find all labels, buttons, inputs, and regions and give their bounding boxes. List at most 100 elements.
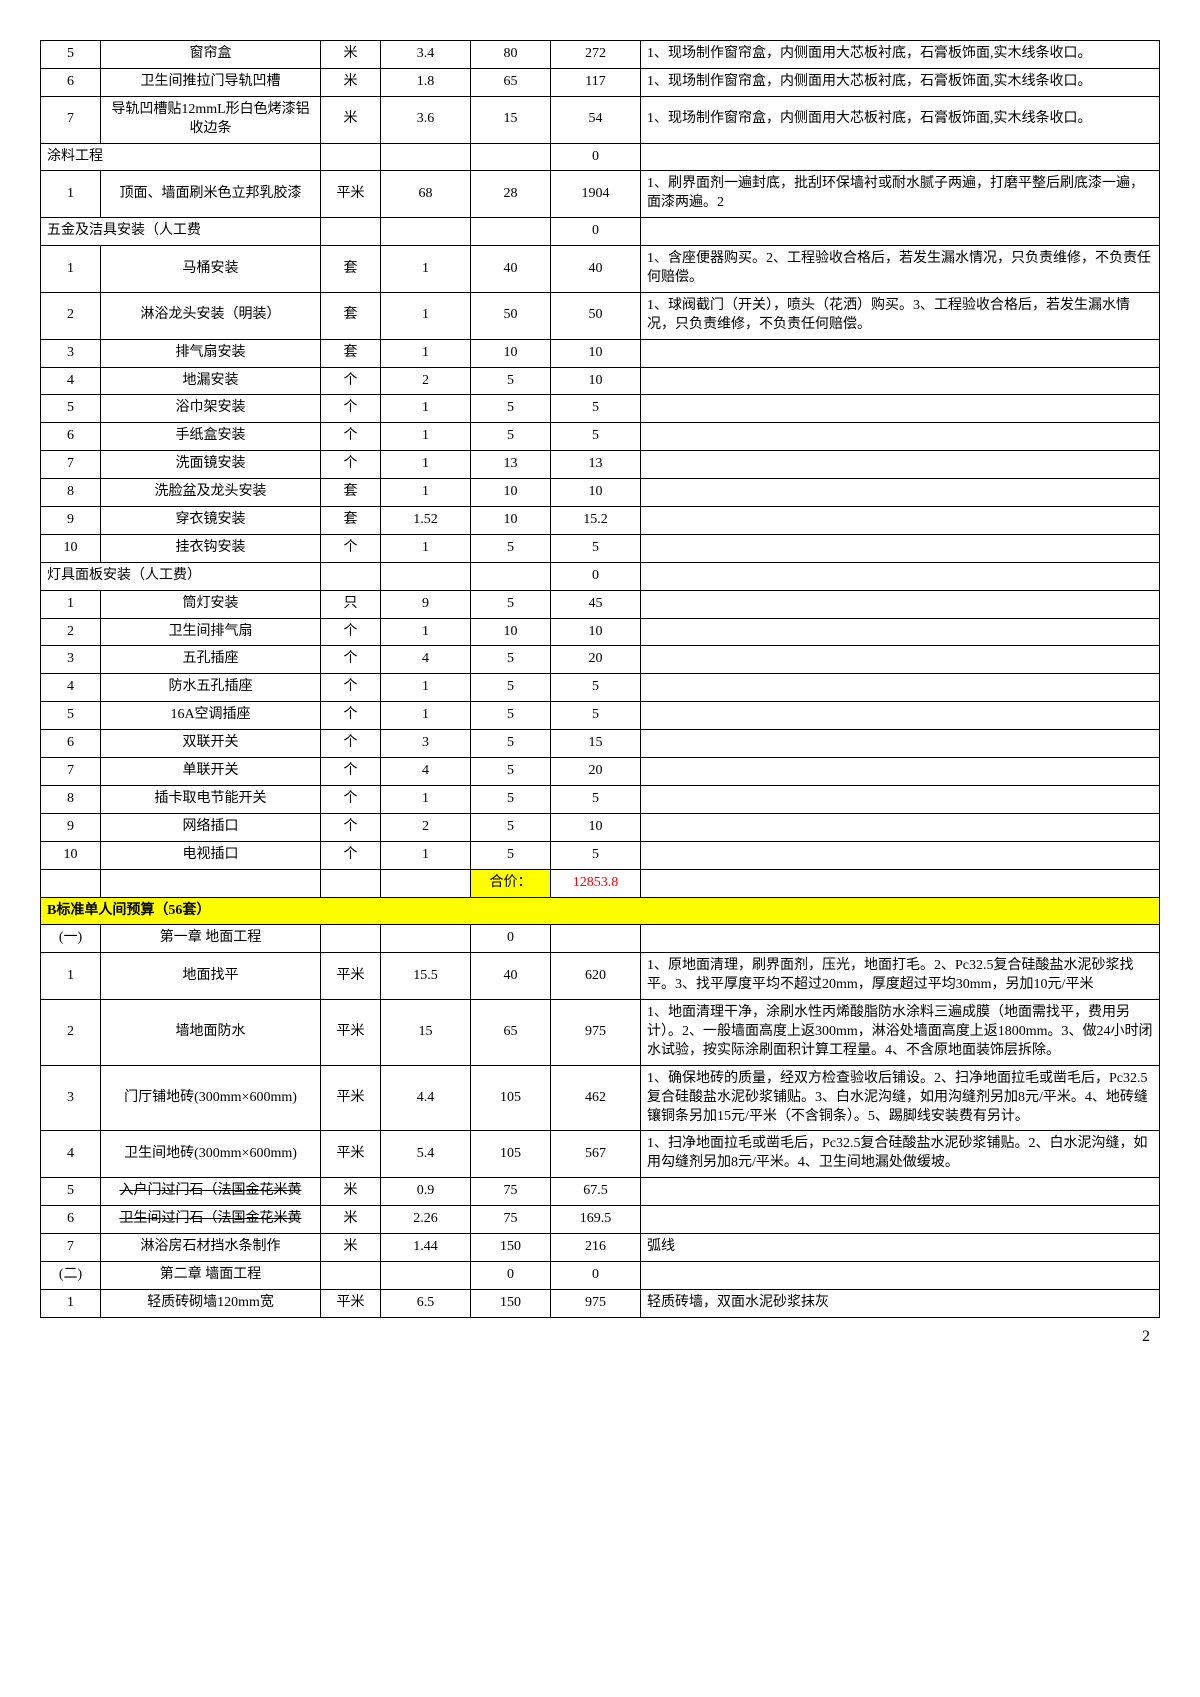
table-row: 6双联开关个3515 bbox=[41, 730, 1160, 758]
remark-cell: 1、确保地砖的质量，经双方检查验收后铺设。2、扫净地面拉毛或凿毛后，Pc32.5… bbox=[641, 1065, 1160, 1131]
unit-cell: 平米 bbox=[321, 953, 381, 1000]
qty-cell: 1.52 bbox=[381, 507, 471, 535]
qty-cell: 1 bbox=[381, 618, 471, 646]
unit-cell: 个 bbox=[321, 730, 381, 758]
idx-cell: 6 bbox=[41, 68, 101, 96]
cell: 0 bbox=[551, 143, 641, 171]
remark-cell: 1、原地面清理，刷界面剂，压光，地面打毛。2、Pc32.5复合硅酸盐水泥砂浆找平… bbox=[641, 953, 1160, 1000]
qty-cell: 1 bbox=[381, 246, 471, 293]
price-cell: 5 bbox=[471, 646, 551, 674]
remark-cell bbox=[641, 618, 1160, 646]
price-cell: 5 bbox=[471, 395, 551, 423]
price-cell: 10 bbox=[471, 339, 551, 367]
unit-cell: 米 bbox=[321, 41, 381, 69]
price-cell: 5 bbox=[471, 813, 551, 841]
table-row: 合价：12853.8 bbox=[41, 869, 1160, 897]
table-row: 灯具面板安装（人工费）0 bbox=[41, 562, 1160, 590]
remark-cell bbox=[641, 451, 1160, 479]
price-cell: 0 bbox=[471, 1261, 551, 1289]
total-cell: 272 bbox=[551, 41, 641, 69]
name-cell: 地面找平 bbox=[101, 953, 321, 1000]
remark-cell bbox=[641, 507, 1160, 535]
remark-cell bbox=[641, 534, 1160, 562]
total-cell: 54 bbox=[551, 96, 641, 143]
table-row: 10挂衣钩安装个155 bbox=[41, 534, 1160, 562]
idx-cell: 6 bbox=[41, 423, 101, 451]
unit-cell: 个 bbox=[321, 758, 381, 786]
total-cell: 5 bbox=[551, 841, 641, 869]
remark-cell bbox=[641, 925, 1160, 953]
idx-cell: 5 bbox=[41, 702, 101, 730]
unit-cell: 套 bbox=[321, 339, 381, 367]
table-row: 涂料工程0 bbox=[41, 143, 1160, 171]
total-cell: 45 bbox=[551, 590, 641, 618]
idx-cell: 7 bbox=[41, 96, 101, 143]
unit-cell: 个 bbox=[321, 618, 381, 646]
total-cell: 20 bbox=[551, 758, 641, 786]
unit-cell: 个 bbox=[321, 395, 381, 423]
name-cell: 窗帘盒 bbox=[101, 41, 321, 69]
unit-cell: 个 bbox=[321, 702, 381, 730]
total-cell: 975 bbox=[551, 1000, 641, 1066]
price-cell: 15 bbox=[471, 96, 551, 143]
total-cell: 15.2 bbox=[551, 507, 641, 535]
idx-cell: 3 bbox=[41, 339, 101, 367]
qty-cell: 1 bbox=[381, 292, 471, 339]
qty-cell: 1 bbox=[381, 785, 471, 813]
name-cell: 穿衣镜安装 bbox=[101, 507, 321, 535]
total-cell bbox=[551, 925, 641, 953]
remark-cell: 1、刷界面剂一遍封底，批刮环保墙衬或耐水腻子两遍，打磨平整后刷底漆一遍，面漆两遍… bbox=[641, 171, 1160, 218]
cell bbox=[381, 562, 471, 590]
price-cell: 80 bbox=[471, 41, 551, 69]
cell bbox=[381, 869, 471, 897]
price-cell: 105 bbox=[471, 1131, 551, 1178]
remark-cell bbox=[641, 730, 1160, 758]
price-cell: 10 bbox=[471, 479, 551, 507]
total-cell: 620 bbox=[551, 953, 641, 1000]
idx-cell: (一) bbox=[41, 925, 101, 953]
name-cell: 淋浴龙头安装（明装） bbox=[101, 292, 321, 339]
price-cell: 28 bbox=[471, 171, 551, 218]
table-row: 10电视插口个155 bbox=[41, 841, 1160, 869]
total-cell: 0 bbox=[551, 1261, 641, 1289]
table-row: (二)第二章 墙面工程00 bbox=[41, 1261, 1160, 1289]
total-cell: 10 bbox=[551, 479, 641, 507]
idx-cell: 9 bbox=[41, 813, 101, 841]
table-row: 6卫生间推拉门导轨凹槽米1.8651171、现场制作窗帘盒，内侧面用大芯板衬底，… bbox=[41, 68, 1160, 96]
name-cell: 洗面镜安装 bbox=[101, 451, 321, 479]
unit-cell: 只 bbox=[321, 590, 381, 618]
idx-cell: 8 bbox=[41, 479, 101, 507]
price-cell: 10 bbox=[471, 507, 551, 535]
price-cell: 65 bbox=[471, 1000, 551, 1066]
unit-cell: 平米 bbox=[321, 1289, 381, 1317]
name-cell: 卫生间地砖(300mm×600mm) bbox=[101, 1131, 321, 1178]
unit-cell: 个 bbox=[321, 785, 381, 813]
page-number: 2 bbox=[40, 1318, 1160, 1346]
idx-cell: 4 bbox=[41, 674, 101, 702]
total-cell: 567 bbox=[551, 1131, 641, 1178]
cell bbox=[381, 218, 471, 246]
price-cell: 40 bbox=[471, 953, 551, 1000]
table-row: 6卫生间过门石（法国金花米黄米2.2675169.5 bbox=[41, 1206, 1160, 1234]
name-cell: 筒灯安装 bbox=[101, 590, 321, 618]
total-cell: 5 bbox=[551, 395, 641, 423]
table-row: 4防水五孔插座个155 bbox=[41, 674, 1160, 702]
qty-cell: 15.5 bbox=[381, 953, 471, 1000]
table-row: 1地面找平平米15.5406201、原地面清理，刷界面剂，压光，地面打毛。2、P… bbox=[41, 953, 1160, 1000]
idx-cell: 1 bbox=[41, 171, 101, 218]
idx-cell: 7 bbox=[41, 1233, 101, 1261]
unit-cell: 个 bbox=[321, 451, 381, 479]
unit-cell bbox=[321, 925, 381, 953]
total-cell: 13 bbox=[551, 451, 641, 479]
cell bbox=[41, 869, 101, 897]
qty-cell: 0.9 bbox=[381, 1178, 471, 1206]
remark-cell bbox=[641, 590, 1160, 618]
total-cell: 5 bbox=[551, 674, 641, 702]
total-cell: 10 bbox=[551, 367, 641, 395]
price-cell: 13 bbox=[471, 451, 551, 479]
sum-label: 合价： bbox=[471, 869, 551, 897]
cell bbox=[641, 869, 1160, 897]
name-cell: 洗脸盆及龙头安装 bbox=[101, 479, 321, 507]
remark-cell bbox=[641, 841, 1160, 869]
table-row: 6手纸盒安装个155 bbox=[41, 423, 1160, 451]
